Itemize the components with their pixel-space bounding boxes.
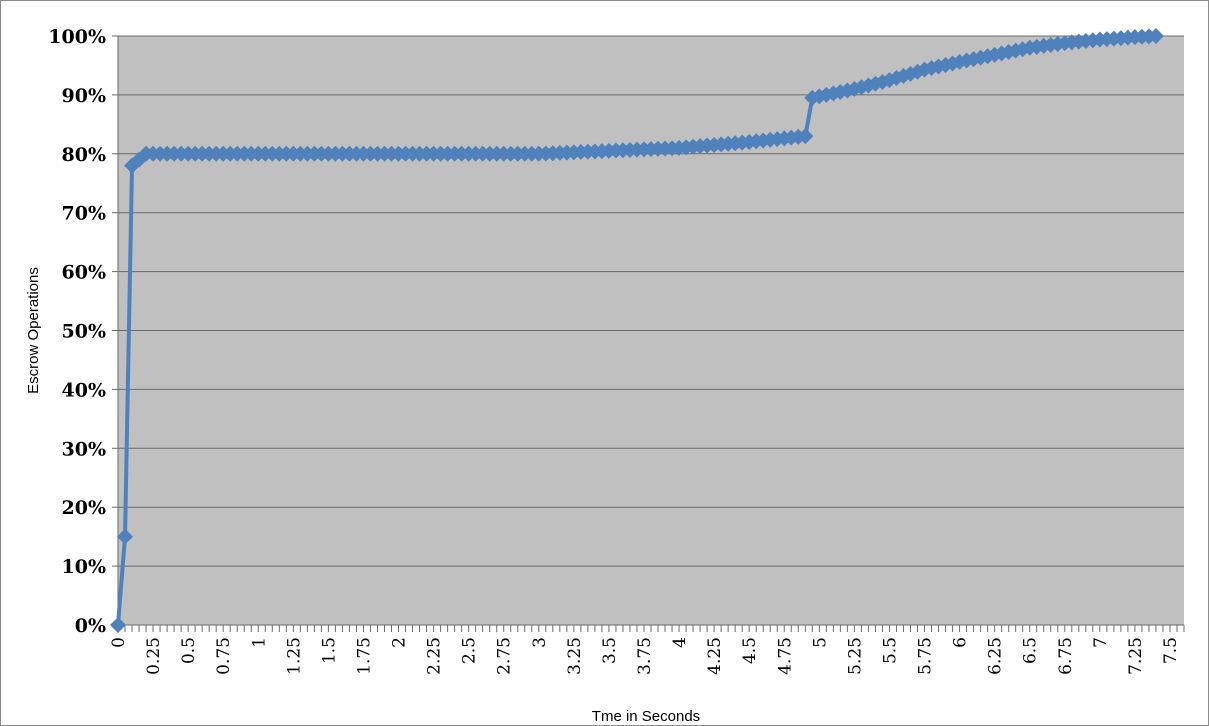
axes — [117, 36, 1185, 632]
x-tick-label: 5.5 — [880, 637, 900, 664]
y-tick-label: 20% — [62, 497, 107, 519]
x-tick-label: 3.5 — [600, 637, 620, 664]
x-tick-label: 1 — [249, 637, 269, 648]
x-tick-label: 5 — [810, 637, 830, 648]
x-tick-label: 4.5 — [740, 637, 760, 664]
y-tick-label: 80% — [62, 144, 107, 166]
x-tick-label: 1.5 — [319, 637, 339, 664]
data-point — [909, 63, 926, 80]
x-tick-label: 5.25 — [845, 637, 865, 675]
x-tick-label: 7 — [1091, 637, 1111, 648]
x-tick-label: 3 — [530, 637, 550, 648]
x-tick-label: 2.75 — [495, 637, 515, 675]
x-tick-label: 0.25 — [144, 637, 164, 675]
x-tick-label: 3.75 — [635, 637, 655, 675]
y-axis-title: Escrow Operations — [25, 267, 42, 394]
x-tick-label: 7.5 — [1161, 637, 1181, 664]
x-tick-label: 3.25 — [565, 637, 585, 675]
x-tick-label: 4.75 — [775, 637, 795, 675]
y-tick-label: 40% — [62, 379, 107, 401]
y-tick-label: 30% — [62, 438, 107, 460]
x-tick-label: 6.25 — [986, 637, 1006, 675]
x-tick-label: 4.25 — [705, 637, 725, 675]
x-tick-label: 0.5 — [179, 637, 199, 664]
y-tick-label: 70% — [62, 203, 107, 225]
x-tick-label: 2.25 — [425, 637, 445, 675]
x-tick-label: 1.25 — [284, 637, 304, 675]
x-tick-label: 2 — [390, 637, 410, 648]
x-tick-label: 1.75 — [354, 637, 374, 675]
x-tick-label: 6 — [951, 637, 971, 648]
x-tick-label: 0.75 — [214, 637, 234, 675]
y-tick-label: 0% — [75, 615, 106, 637]
x-tick-label: 5.75 — [916, 637, 936, 675]
x-tick-labels: 0 0.25 0.5 0.75 1 1.25 1.5 1.75 2 2.25 2.5 2.75 3 3.2… — [109, 637, 1181, 675]
data-point — [1147, 28, 1164, 44]
x-tick-label: 0 — [109, 637, 129, 648]
gridlines — [112, 35, 1184, 626]
data-point — [117, 528, 134, 545]
data-point — [110, 617, 126, 633]
x-tick-label: 6.5 — [1021, 637, 1041, 664]
x-tick-label: 2.5 — [460, 637, 480, 664]
x-axis-title: Tme in Seconds — [592, 708, 700, 725]
y-tick-label: 90% — [62, 85, 107, 107]
data-point — [797, 128, 814, 145]
x-tick-label: 7.25 — [1126, 637, 1146, 675]
series-escrow-operations — [110, 28, 1164, 633]
y-tick-label: 100% — [48, 26, 106, 48]
y-tick-labels: 0% 10% 20% 30% 40% 50% 60% 70% 80% 90% 100% — [48, 26, 106, 637]
x-tick-label: 4 — [670, 637, 690, 648]
y-tick-label: 10% — [62, 556, 107, 578]
y-tick-label: 60% — [62, 262, 107, 284]
y-tick-label: 50% — [62, 321, 107, 343]
x-tick-label: 6.75 — [1056, 637, 1076, 675]
data-point — [923, 60, 940, 77]
